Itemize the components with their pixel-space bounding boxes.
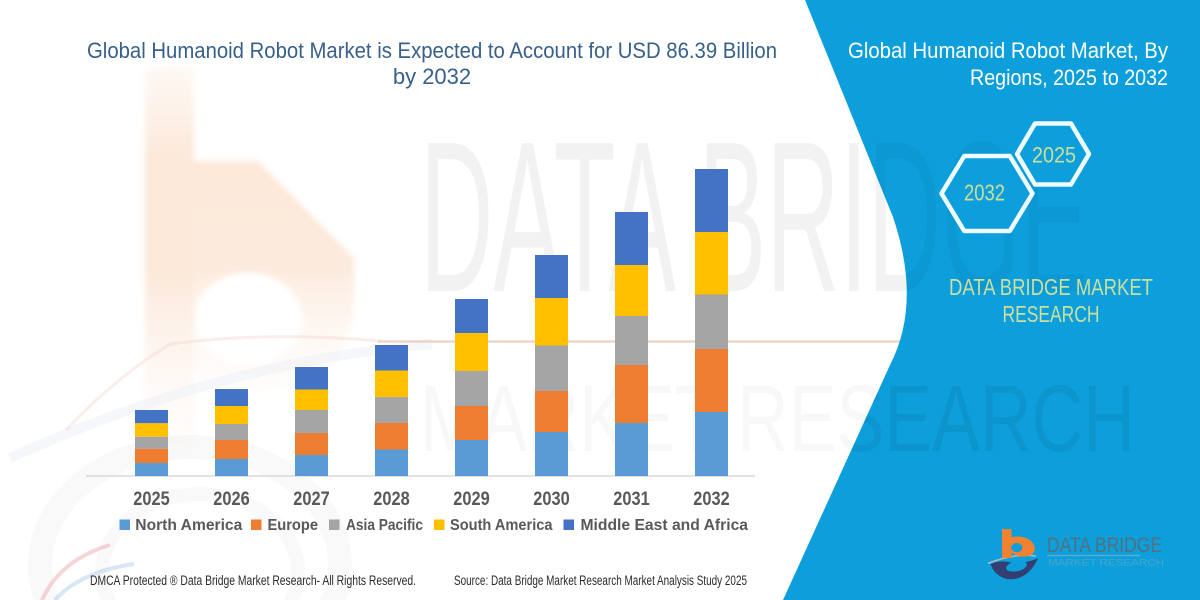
svg-text:2028: 2028 bbox=[373, 488, 409, 510]
svg-text:South America: South America bbox=[450, 517, 553, 534]
svg-text:2032: 2032 bbox=[964, 180, 1005, 206]
svg-text:2030: 2030 bbox=[533, 488, 569, 510]
svg-text:DMCA Protected ® Data Bridge M: DMCA Protected ® Data Bridge Market Rese… bbox=[90, 573, 416, 588]
svg-text:by 2032: by 2032 bbox=[393, 64, 471, 89]
svg-text:2032: 2032 bbox=[693, 488, 729, 510]
svg-text:Asia Pacific: Asia Pacific bbox=[346, 517, 423, 534]
svg-text:Middle East and Africa: Middle East and Africa bbox=[581, 517, 749, 534]
svg-text:DATA BRIDGE: DATA BRIDGE bbox=[1047, 533, 1162, 557]
svg-text:2025: 2025 bbox=[133, 488, 169, 510]
svg-text:RESEARCH: RESEARCH bbox=[1003, 301, 1100, 327]
svg-text:2027: 2027 bbox=[293, 488, 329, 510]
svg-text:DATA BRIDGE MARKET: DATA BRIDGE MARKET bbox=[949, 274, 1153, 300]
svg-text:MARKET RESEARCH: MARKET RESEARCH bbox=[1048, 558, 1164, 568]
svg-text:North America: North America bbox=[135, 517, 242, 534]
svg-text:Source: Data Bridge Market Res: Source: Data Bridge Market Research Mark… bbox=[454, 573, 747, 588]
svg-text:Regions, 2025 to 2032: Regions, 2025 to 2032 bbox=[970, 65, 1168, 90]
svg-text:Global Humanoid Robot Market,: Global Humanoid Robot Market, By bbox=[848, 38, 1168, 63]
svg-text:2026: 2026 bbox=[213, 488, 249, 510]
svg-text:Europe: Europe bbox=[268, 517, 319, 534]
svg-text:2029: 2029 bbox=[453, 488, 489, 510]
svg-text:2025: 2025 bbox=[1032, 143, 1076, 168]
svg-text:2031: 2031 bbox=[613, 488, 649, 510]
svg-text:Global Humanoid Robot Market i: Global Humanoid Robot Market is Expected… bbox=[87, 38, 777, 63]
